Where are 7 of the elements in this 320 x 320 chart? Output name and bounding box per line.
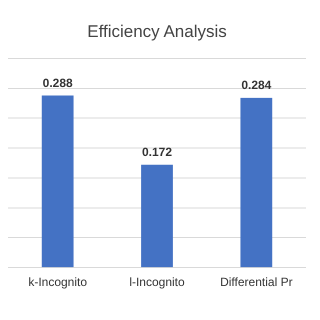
x-tick-label: l-Incognito (129, 275, 186, 290)
x-tick-label: k-Incognito (28, 275, 88, 290)
data-label: 0.284 (241, 78, 272, 92)
data-label: 0.288 (42, 76, 74, 90)
chart-title: Efficiency Analysis (87, 22, 227, 41)
data-label: 0.172 (142, 145, 172, 160)
x-tick-label: Differential Pr (220, 275, 293, 290)
